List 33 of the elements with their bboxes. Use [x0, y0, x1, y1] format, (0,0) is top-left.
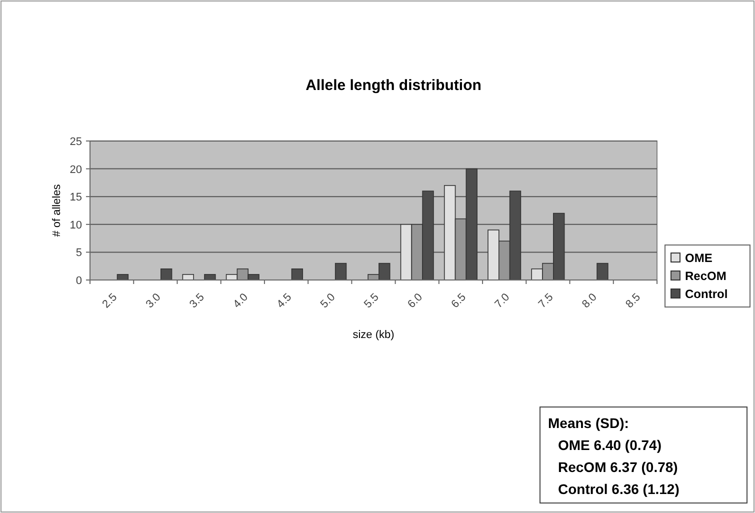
y-tick-label: 10	[70, 219, 82, 232]
chart-title: Allele length distribution	[306, 77, 482, 94]
y-tick-label: 5	[76, 247, 82, 260]
x-tick-label: 7.5	[536, 291, 556, 311]
x-tick-label: 6.0	[406, 291, 425, 311]
text: Means (SD):	[548, 415, 629, 431]
bar	[160, 268, 172, 280]
bar	[291, 268, 304, 280]
y-tick-label: 25	[70, 136, 82, 148]
legend-label: Control	[685, 287, 728, 301]
x-tick-label: 4.0	[231, 291, 250, 311]
y-tick-label: 15	[70, 192, 82, 204]
legend-label: RecOM	[685, 269, 726, 283]
text: Control 6.36 (1.12)	[558, 481, 680, 497]
x-tick-label: 5.0	[318, 291, 338, 311]
text: OME 6.40 (0.74)	[558, 437, 662, 453]
x-tick-label: 8.5	[624, 291, 643, 311]
y-axis-title: # of alleles	[51, 184, 63, 237]
y-tick-label: 0	[76, 275, 82, 287]
y-tick-label: 20	[70, 164, 82, 176]
x-tick-label: 2.5	[100, 291, 120, 311]
x-axis-title: size (kb)	[352, 329, 394, 341]
x-tick-label: 7.0	[492, 291, 512, 311]
x-tick-label: 8.0	[580, 291, 600, 311]
x-tick-label: 3.5	[188, 291, 207, 311]
x-tick-label: 4.5	[274, 291, 294, 311]
x-tick-label: 3.0	[144, 291, 164, 311]
x-tick-label: 5.5	[362, 291, 382, 311]
bar	[596, 262, 608, 280]
bar	[334, 262, 347, 280]
x-tick-label: 6.5	[449, 291, 469, 311]
text: RecOM 6.37 (0.78)	[558, 459, 678, 475]
legend-label: OME	[685, 251, 712, 265]
